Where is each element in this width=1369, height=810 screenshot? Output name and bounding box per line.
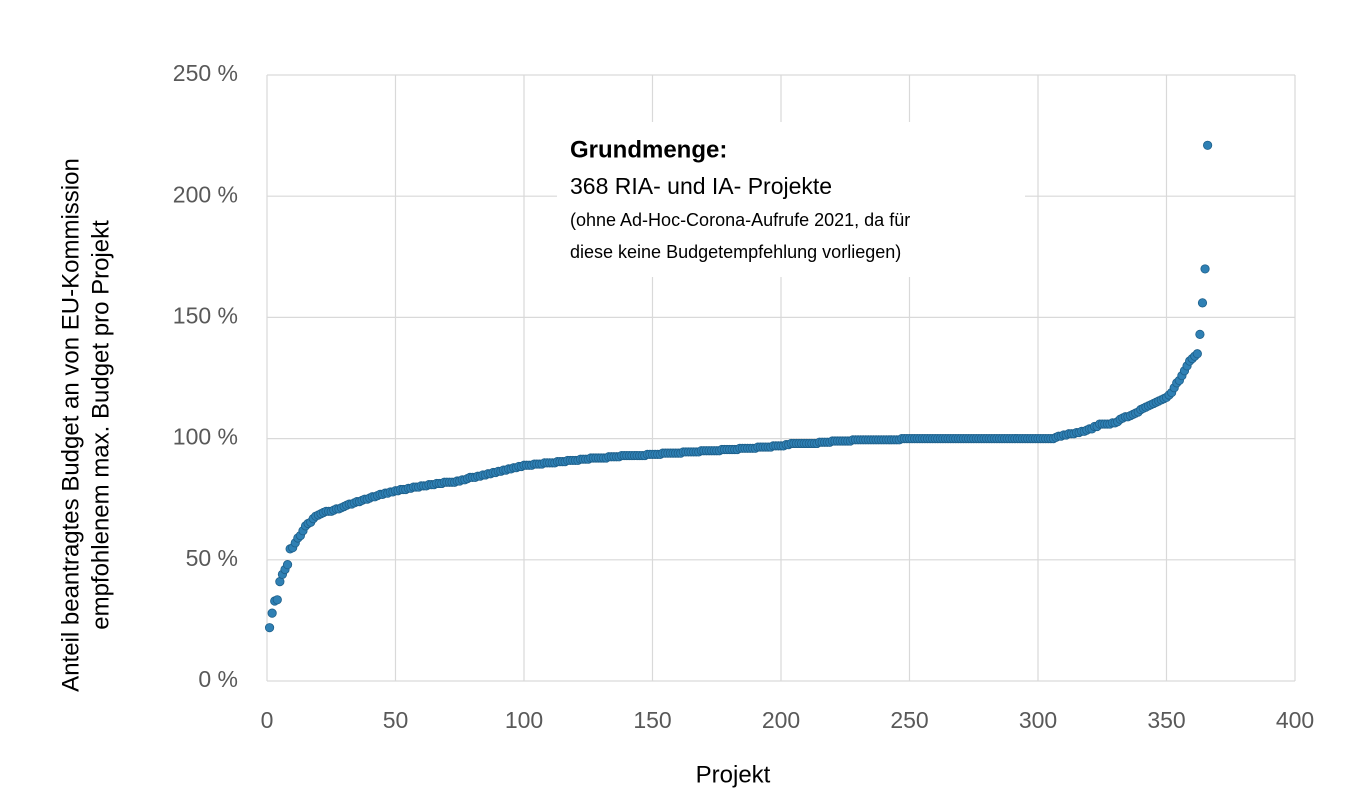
x-tick-label: 300 [1019, 707, 1057, 733]
y-tick-label: 200 % [173, 181, 238, 207]
x-tick-label: 350 [1147, 707, 1185, 733]
x-tick-label: 400 [1276, 707, 1314, 733]
annotation-line: (ohne Ad-Hoc-Corona-Aufrufe 2021, da für [570, 210, 910, 230]
y-tick-label: 100 % [173, 424, 238, 450]
x-tick-label: 50 [383, 707, 409, 733]
x-tick-label: 250 [890, 707, 928, 733]
data-point [1197, 298, 1208, 308]
x-tick-label: 200 [762, 707, 800, 733]
y-tick-label: 0 % [198, 666, 238, 692]
annotation-line: 368 RIA- und IA- Projekte [570, 173, 832, 199]
y-axis-title: empfohlenem max. Budget pro Projekt [87, 220, 114, 630]
data-point [282, 560, 293, 570]
y-tick-label: 150 % [173, 302, 238, 328]
annotation-line: diese keine Budgetempfehlung vorliegen) [570, 242, 901, 262]
data-point [1200, 264, 1210, 274]
annotation-box [557, 122, 1025, 277]
data-point [267, 608, 277, 618]
x-tick-label: 150 [633, 707, 671, 733]
x-axis-title: Projekt [696, 761, 771, 788]
x-tick-label: 100 [505, 707, 543, 733]
data-point [272, 595, 282, 605]
x-tick-label: 0 [261, 707, 274, 733]
y-tick-label: 50 % [186, 545, 238, 571]
annotation-title: Grundmenge: [570, 136, 727, 163]
data-point [264, 623, 275, 633]
data-point [1192, 349, 1202, 359]
y-tick-label: 250 % [173, 60, 238, 86]
data-point [1203, 140, 1213, 150]
y-axis-title: Anteil beantragtes Budget an von EU-Komm… [57, 158, 84, 692]
data-point [1195, 329, 1205, 339]
